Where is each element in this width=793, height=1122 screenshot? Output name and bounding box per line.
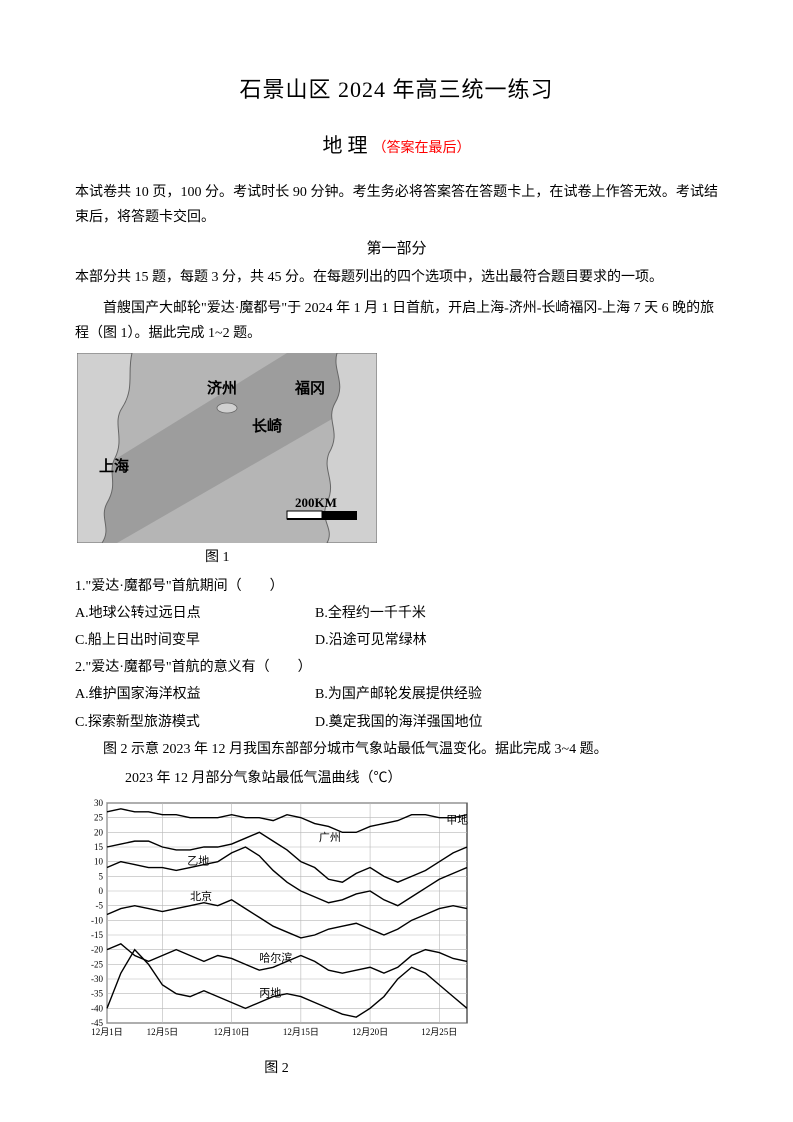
figure-2-caption: 图 2 <box>0 1056 718 1081</box>
main-title: 石景山区 2024 年高三统一练习 <box>75 70 718 110</box>
q2-row1: A.维护国家海洋权益 B.为国产邮轮发展提供经验 <box>75 682 718 707</box>
svg-text:12月20日: 12月20日 <box>352 1027 388 1037</box>
svg-text:15: 15 <box>94 842 104 852</box>
svg-text:200KM: 200KM <box>295 495 337 510</box>
svg-text:12月25日: 12月25日 <box>421 1027 457 1037</box>
exam-instructions: 本试卷共 10 页，100 分。考试时长 90 分钟。考生务必将答案答在答题卡上… <box>75 180 718 230</box>
q2-opt-d: D.奠定我国的海洋强国地位 <box>315 710 483 735</box>
svg-text:-35: -35 <box>91 989 103 999</box>
svg-text:哈尔滨: 哈尔滨 <box>259 951 292 965</box>
q1-opt-c: C.船上日出时间变早 <box>75 628 315 653</box>
q1-stem: 1."爱达·魔都号"首航期间（ ） <box>75 574 718 599</box>
chart-image: 302520151050-5-10-15-20-25-30-35-40-4512… <box>75 797 485 1045</box>
svg-text:丙地: 丙地 <box>259 987 281 1000</box>
svg-text:-40: -40 <box>91 1004 103 1014</box>
svg-text:-25: -25 <box>91 960 103 970</box>
svg-text:10: 10 <box>94 857 104 867</box>
context-q1-2: 首艘国产大邮轮"爱达·魔都号"于 2024 年 1 月 1 日首航，开启上海-济… <box>75 296 718 346</box>
svg-text:5: 5 <box>99 872 104 882</box>
q2-opt-c: C.探索新型旅游模式 <box>75 710 315 735</box>
svg-text:-30: -30 <box>91 974 103 984</box>
part1-title: 第一部分 <box>75 236 718 263</box>
svg-text:0: 0 <box>99 886 104 896</box>
svg-text:-15: -15 <box>91 930 103 940</box>
svg-text:30: 30 <box>94 798 104 808</box>
part1-desc: 本部分共 15 题，每题 3 分，共 45 分。在每题列出的四个选项中，选出最符… <box>75 265 718 290</box>
svg-text:12月10日: 12月10日 <box>214 1027 250 1037</box>
subject-text: 地 理 <box>323 135 368 157</box>
svg-text:北京: 北京 <box>190 889 212 903</box>
chart-title: 2023 年 12 月部分气象站最低气温曲线（℃） <box>125 766 718 791</box>
q1-row2: C.船上日出时间变早 D.沿途可见常绿林 <box>75 628 718 653</box>
q2-stem: 2."爱达·魔都号"首航的意义有（ ） <box>75 655 718 680</box>
svg-text:甲地: 甲地 <box>446 814 468 827</box>
svg-text:12月5日: 12月5日 <box>147 1027 179 1037</box>
svg-text:12月15日: 12月15日 <box>283 1027 319 1037</box>
figure-1-caption: 图 1 <box>205 545 718 570</box>
q2-opt-b: B.为国产邮轮发展提供经验 <box>315 682 482 707</box>
map-image: 上海 济州 福冈长崎 200KM <box>77 353 377 543</box>
svg-text:-5: -5 <box>96 901 104 911</box>
q2-opt-a: A.维护国家海洋权益 <box>75 682 315 707</box>
svg-text:长崎: 长崎 <box>252 417 282 435</box>
subject-line: 地 理 （答案在最后） <box>75 128 718 164</box>
svg-text:上海: 上海 <box>99 457 129 475</box>
svg-text:乙地: 乙地 <box>187 855 209 868</box>
figure-1: 上海 济州 福冈长崎 200KM <box>75 353 718 543</box>
context-q3-4: 图 2 示意 2023 年 12 月我国东部部分城市气象站最低气温变化。据此完成… <box>75 737 718 762</box>
q1-row1: A.地球公转过远日点 B.全程约一千千米 <box>75 601 718 626</box>
svg-text:福冈: 福冈 <box>294 379 325 397</box>
svg-text:济州: 济州 <box>207 379 237 397</box>
svg-text:20: 20 <box>94 828 104 838</box>
svg-text:25: 25 <box>94 813 104 823</box>
figure-2: 302520151050-5-10-15-20-25-30-35-40-4512… <box>75 797 718 1054</box>
answer-note: （答案在最后） <box>373 141 471 156</box>
svg-text:-20: -20 <box>91 945 103 955</box>
q2-row2: C.探索新型旅游模式 D.奠定我国的海洋强国地位 <box>75 710 718 735</box>
svg-text:广州: 广州 <box>319 831 341 844</box>
svg-text:12月1日: 12月1日 <box>91 1027 123 1037</box>
q1-opt-b: B.全程约一千千米 <box>315 601 426 626</box>
q1-opt-a: A.地球公转过远日点 <box>75 601 315 626</box>
svg-text:-10: -10 <box>91 916 103 926</box>
q1-opt-d: D.沿途可见常绿林 <box>315 628 427 653</box>
